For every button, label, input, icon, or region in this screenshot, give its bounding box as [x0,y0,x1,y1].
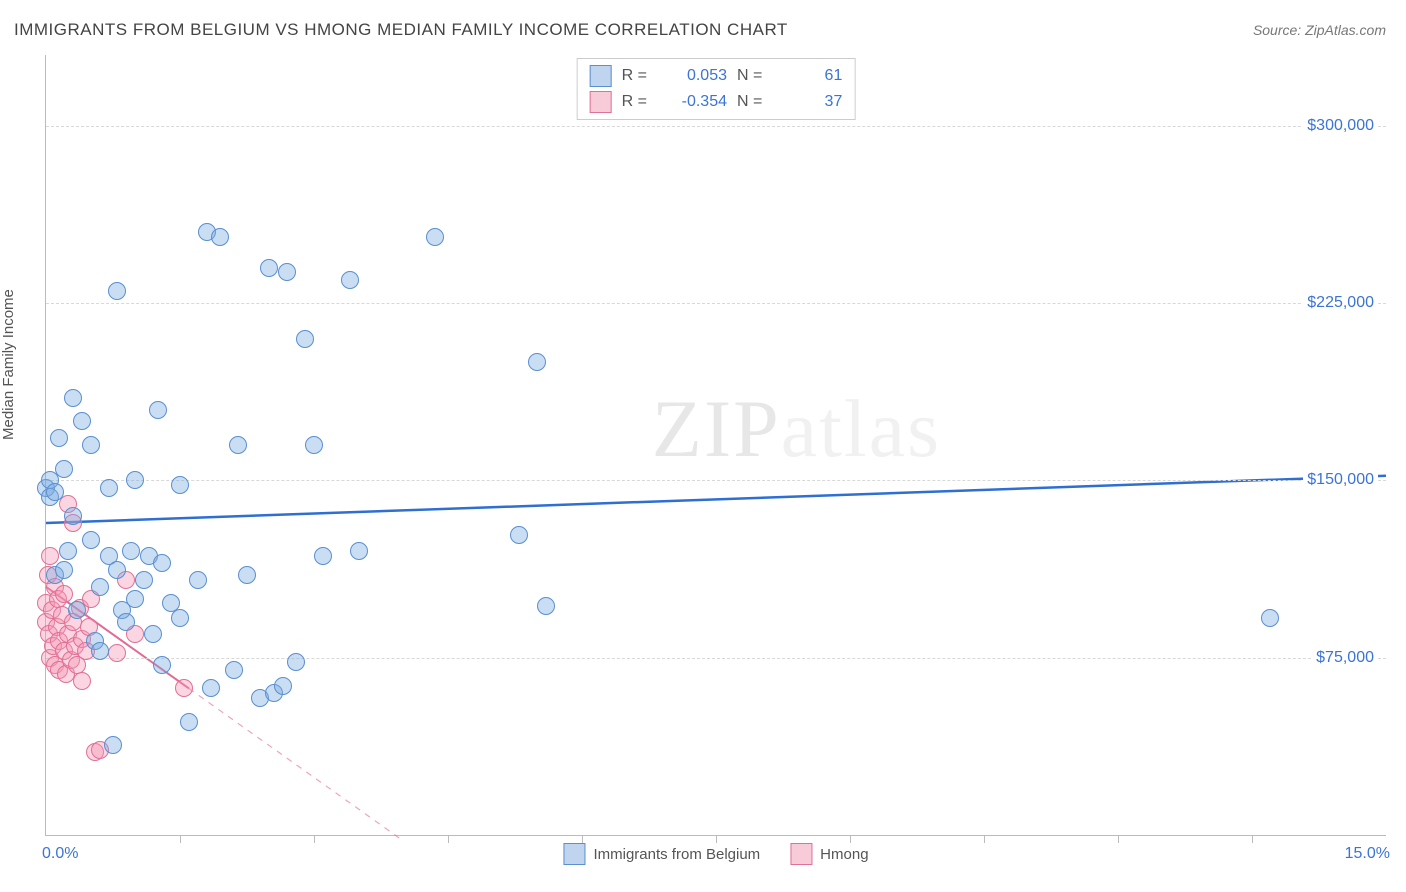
data-point-belgium [68,601,86,619]
R-value-belgium: 0.053 [657,63,727,89]
data-point-belgium [64,389,82,407]
gridline [46,480,1386,481]
data-point-belgium [229,436,247,454]
N-value-belgium: 61 [772,63,842,89]
data-point-belgium [171,609,189,627]
N-label: N = [737,89,762,115]
data-point-belgium [537,597,555,615]
data-point-belgium [108,561,126,579]
data-point-belgium [260,259,278,277]
data-point-belgium [55,460,73,478]
data-point-belgium [341,271,359,289]
data-point-belgium [314,547,332,565]
data-point-belgium [426,228,444,246]
data-point-belgium [55,561,73,579]
x-max-label: 15.0% [1345,845,1390,863]
legend-series: Immigrants from Belgium Hmong [563,843,868,865]
legend-item-hmong: Hmong [790,843,868,865]
legend-stats: R = 0.053 N = 61 R = -0.354 N = 37 [577,58,856,120]
data-point-belgium [46,483,64,501]
data-point-belgium [225,661,243,679]
N-value-hmong: 37 [772,89,842,115]
data-point-belgium [104,736,122,754]
R-label: R = [622,89,647,115]
data-point-belgium [122,542,140,560]
x-tick [1252,835,1253,843]
legend-label-hmong: Hmong [820,846,868,863]
data-point-belgium [73,412,91,430]
data-point-belgium [274,677,292,695]
data-point-hmong [41,547,59,565]
x-min-label: 0.0% [42,845,78,863]
y-tick-label: $75,000 [1312,649,1378,667]
x-tick [314,835,315,843]
data-point-belgium [64,507,82,525]
source-label: Source: ZipAtlas.com [1253,22,1386,38]
data-point-belgium [100,479,118,497]
data-point-belgium [189,571,207,589]
regression-line-belgium [46,476,1386,523]
y-tick-label: $150,000 [1303,471,1378,489]
data-point-hmong [175,679,193,697]
swatch-pink-icon [590,91,612,113]
gridline [46,303,1386,304]
data-point-belgium [528,353,546,371]
swatch-pink-icon [790,843,812,865]
data-point-belgium [126,590,144,608]
y-tick-label: $300,000 [1303,117,1378,135]
gridline [46,658,1386,659]
plot-area: ZIPatlas R = 0.053 N = 61 R = -0.354 N =… [45,55,1386,836]
data-point-hmong [73,672,91,690]
data-point-belgium [82,436,100,454]
data-point-belgium [117,613,135,631]
swatch-blue-icon [590,65,612,87]
legend-stats-row-hmong: R = -0.354 N = 37 [590,89,843,115]
regression-line-hmong-dashed [189,688,403,840]
data-point-belgium [350,542,368,560]
y-tick-label: $225,000 [1303,294,1378,312]
data-point-belgium [1261,609,1279,627]
data-point-belgium [153,554,171,572]
data-point-belgium [171,476,189,494]
data-point-belgium [59,542,77,560]
data-point-belgium [82,531,100,549]
data-point-belgium [149,401,167,419]
data-point-belgium [180,713,198,731]
R-label: R = [622,63,647,89]
data-point-belgium [296,330,314,348]
N-label: N = [737,63,762,89]
data-point-belgium [238,566,256,584]
data-point-belgium [287,653,305,671]
data-point-belgium [211,228,229,246]
data-point-belgium [50,429,68,447]
x-tick [448,835,449,843]
data-point-belgium [91,578,109,596]
data-point-belgium [108,282,126,300]
legend-label-belgium: Immigrants from Belgium [593,846,760,863]
data-point-belgium [305,436,323,454]
y-axis-label: Median Family Income [0,289,17,440]
x-tick [582,835,583,843]
gridline [46,126,1386,127]
legend-item-belgium: Immigrants from Belgium [563,843,760,865]
x-tick [180,835,181,843]
data-point-belgium [202,679,220,697]
data-point-belgium [135,571,153,589]
x-tick [850,835,851,843]
legend-stats-row-belgium: R = 0.053 N = 61 [590,63,843,89]
x-tick [716,835,717,843]
data-point-belgium [144,625,162,643]
data-point-belgium [153,656,171,674]
data-point-belgium [278,263,296,281]
x-tick [984,835,985,843]
data-point-belgium [126,471,144,489]
data-point-hmong [108,644,126,662]
chart-title: IMMIGRANTS FROM BELGIUM VS HMONG MEDIAN … [14,20,788,40]
x-tick [1118,835,1119,843]
R-value-hmong: -0.354 [657,89,727,115]
data-point-belgium [91,642,109,660]
data-point-belgium [510,526,528,544]
swatch-blue-icon [563,843,585,865]
data-point-hmong [55,585,73,603]
